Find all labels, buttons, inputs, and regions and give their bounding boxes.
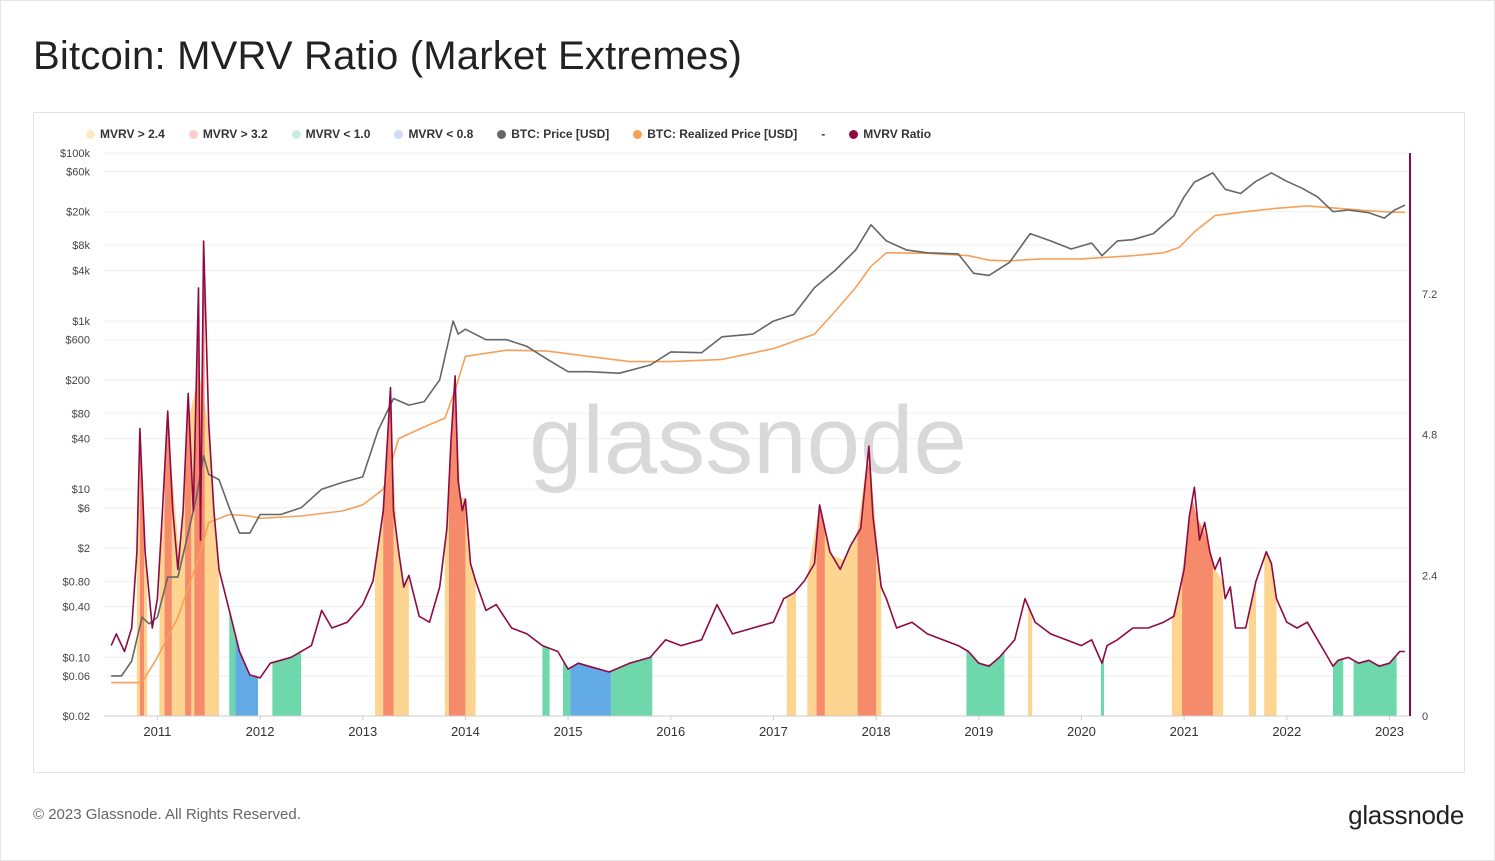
chart-legend: MVRV > 2.4 MVRV > 3.2 MVRV < 1.0 MVRV < …	[86, 127, 955, 141]
legend-label: MVRV > 3.2	[202, 127, 268, 141]
left-axis-tick-label: $100k	[60, 148, 90, 160]
footer-copyright: © 2023 Glassnode. All Rights Reserved.	[33, 806, 301, 823]
right-axis-tick-label: 0	[1422, 711, 1428, 723]
x-axis-tick-label: 2018	[862, 724, 891, 739]
legend-swatch	[633, 129, 643, 139]
x-axis-tick-label: 2016	[656, 724, 685, 739]
mvrv-zone-gt32	[1182, 499, 1213, 716]
mvrv-zone-lt08	[570, 664, 612, 716]
mvrv-zone-lt10	[229, 610, 236, 716]
mvrv-zones	[136, 277, 1397, 716]
left-axis-tick-label: $10	[72, 484, 90, 496]
legend-item-realized-price[interactable]: BTC: Realized Price [USD]	[633, 127, 797, 141]
chart-container: MVRV > 2.4 MVRV > 3.2 MVRV < 1.0 MVRV < …	[33, 112, 1465, 773]
mvrv-zone-gt32	[139, 428, 145, 716]
mvrv-ratio-line	[110, 240, 1405, 679]
legend-item-mvrv-ratio[interactable]: MVRV Ratio	[849, 127, 931, 141]
left-axis-tick-label: $60k	[66, 167, 90, 179]
x-axis-tick-label: 2023	[1375, 724, 1404, 739]
x-axis-tick-label: 2019	[964, 724, 993, 739]
left-axis-tick-label: $0.10	[62, 652, 90, 664]
x-axis-tick-label: 2022	[1272, 724, 1301, 739]
mvrv-zone-lt10	[542, 645, 550, 716]
footer-logo: glassnode	[1348, 800, 1464, 830]
x-axis-tick-label: 2014	[451, 724, 480, 739]
legend-swatch	[394, 129, 404, 139]
legend-swatch	[188, 129, 198, 139]
legend-swatch	[291, 129, 301, 139]
legend-item-mvrv-lt-0-8[interactable]: MVRV < 0.8	[394, 127, 473, 141]
mvrv-zone-gt24	[1248, 581, 1256, 716]
left-axis-tick-label: $20k	[66, 207, 90, 219]
right-axis-tick-label: 7.2	[1422, 289, 1437, 301]
legend-label: MVRV Ratio	[863, 127, 932, 141]
series-lines	[110, 172, 1406, 684]
mvrv-zone-lt10	[966, 650, 1005, 716]
mvrv-zone-gt24	[1264, 551, 1277, 716]
legend-label: MVRV < 1.0	[305, 127, 371, 141]
left-axis-tick-label: $0.06	[62, 671, 90, 683]
legend-label: BTC: Realized Price [USD]	[647, 127, 798, 141]
left-axis-tick-label: $1k	[72, 316, 90, 328]
mvrv-zone-gt32	[857, 463, 877, 716]
left-axis-tick-label: $2	[78, 543, 90, 555]
left-axis-tick-label: $4k	[72, 265, 90, 277]
left-axis-tick-label: $8k	[72, 240, 90, 252]
legend-swatch	[849, 129, 859, 139]
mvrv-zone-lt10	[1100, 656, 1105, 716]
legend-swatch	[497, 129, 507, 139]
left-axis-tick-label: $600	[66, 335, 90, 347]
mvrv-zone-lt10	[611, 655, 653, 716]
x-axis-tick-label: 2012	[246, 724, 275, 739]
left-axis-tick-label: $0.80	[62, 576, 90, 588]
left-axis-tick-label: $6	[78, 503, 90, 515]
legend-separator: -	[821, 127, 826, 141]
btc-price-line	[111, 172, 1406, 677]
x-axis-tick-label: 2013	[348, 724, 377, 739]
mvrv-zone-gt32	[164, 421, 172, 716]
watermark: glassnode	[529, 387, 967, 494]
legend-label: BTC: Price [USD]	[511, 127, 610, 141]
mvrv-zone-gt32	[448, 386, 466, 716]
axes: $100k $60k $20k $8k $4k $1k $600 $200 $80 $40 $10 $…	[60, 148, 1437, 739]
right-axis-tick-label: 2.4	[1422, 570, 1437, 582]
mvrv-zone-lt10	[272, 651, 302, 716]
mvrv-zone-lt10	[1353, 655, 1397, 716]
mvrv-zone-gt24	[1028, 605, 1033, 716]
legend-item-btc-price[interactable]: BTC: Price [USD]	[497, 127, 609, 141]
mvrv-zone-gt32	[816, 508, 825, 716]
mvrv-zone-lt10	[1332, 658, 1344, 716]
x-axis-tick-label: 2017	[759, 724, 788, 739]
legend-item-mvrv-lt-1-0[interactable]: MVRV < 1.0	[291, 127, 371, 141]
x-axis-tick-label: 2021	[1170, 724, 1199, 739]
x-axis-tick-label: 2015	[554, 724, 583, 739]
right-axis-tick-label: 4.8	[1422, 430, 1437, 442]
chart-plot: glassnode $100k $60k $20k $8k $4k $1k $600 $200…	[60, 148, 1437, 739]
mvrv-zone-gt32	[185, 393, 192, 716]
legend-label: MVRV > 2.4	[100, 127, 165, 141]
left-axis-tick-label: $0.02	[62, 711, 90, 723]
legend-item-mvrv-gt-3-2[interactable]: MVRV > 3.2	[188, 127, 268, 141]
left-axis-tick-label: $200	[66, 375, 90, 387]
mvrv-zone-lt10	[562, 660, 571, 716]
left-axis-tick-label: $80	[72, 408, 90, 420]
x-axis-tick-label: 2020	[1067, 724, 1096, 739]
left-axis-tick-label: $0.40	[62, 602, 90, 614]
legend-swatch	[86, 129, 95, 139]
page-title: Bitcoin: MVRV Ratio (Market Extremes)	[33, 34, 743, 78]
left-axis-tick-label: $40	[72, 434, 90, 446]
x-axis-tick-label: 2011	[143, 724, 171, 739]
legend-item-mvrv-gt-2-4[interactable]: MVRV > 2.4	[86, 127, 165, 141]
mvrv-zone-gt24	[786, 590, 797, 716]
legend-label: MVRV < 0.8	[408, 127, 474, 141]
